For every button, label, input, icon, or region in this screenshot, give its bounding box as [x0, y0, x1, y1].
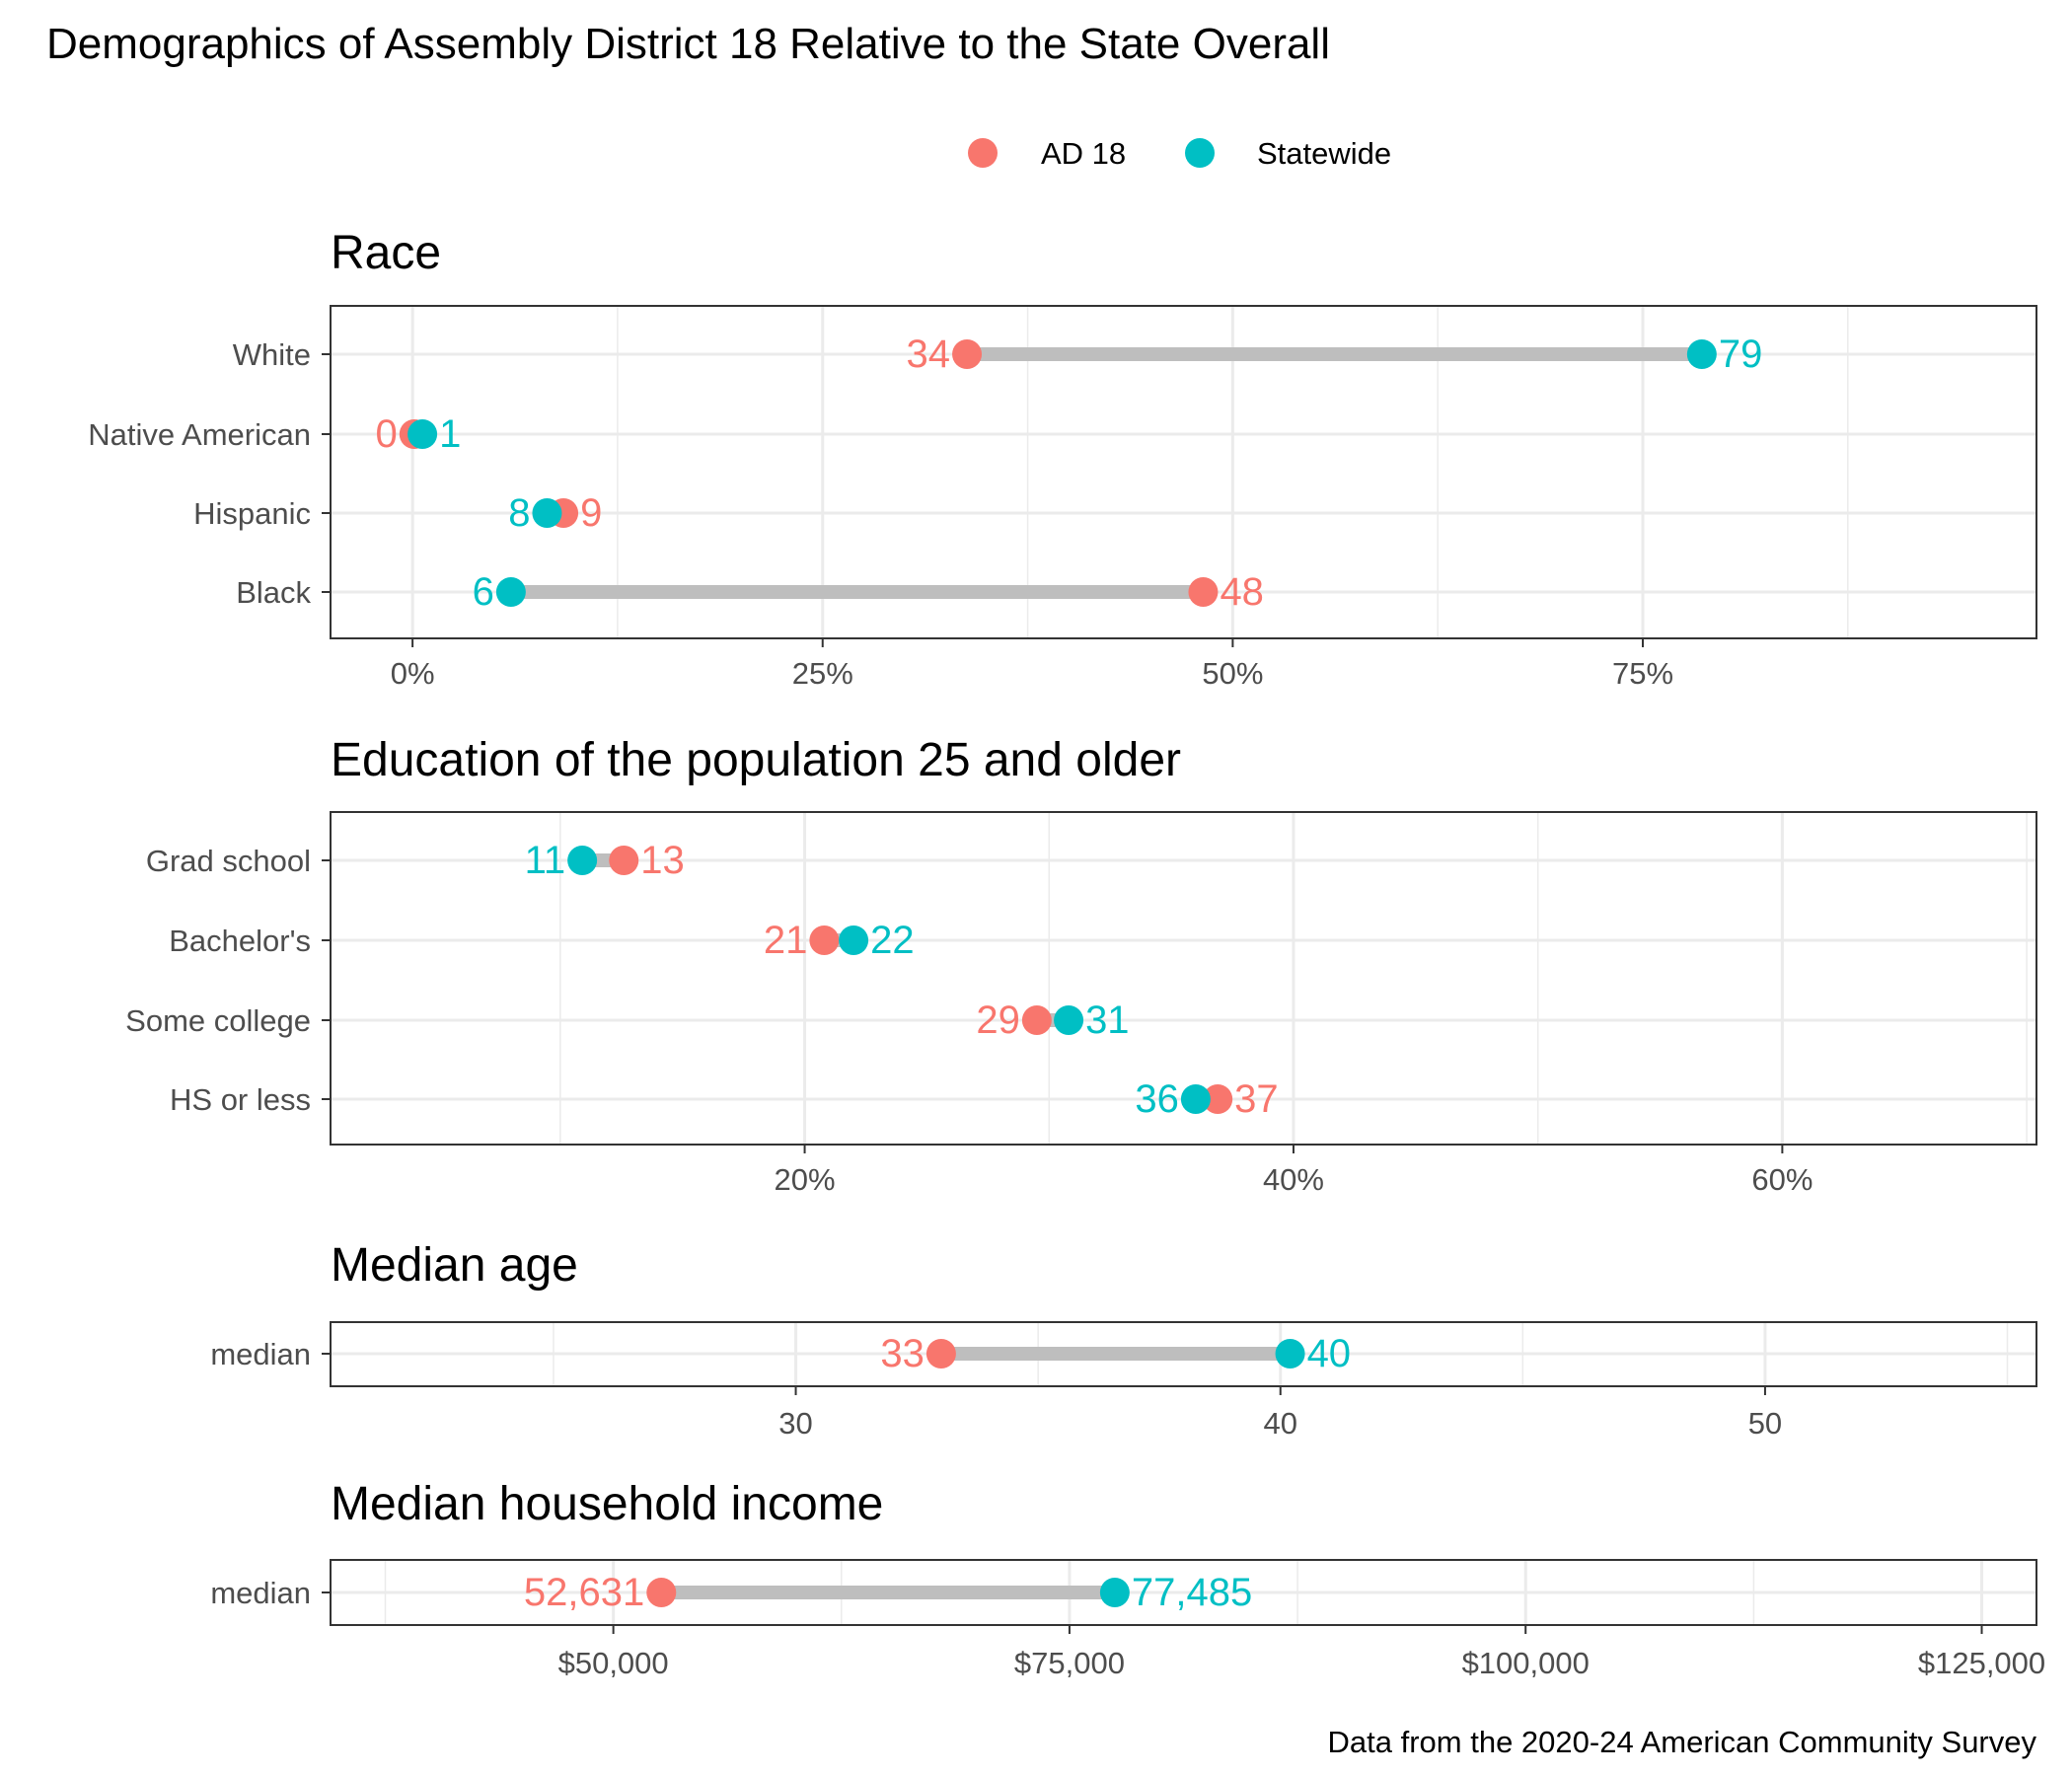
category-label: Grad school — [146, 844, 311, 878]
statewide-value-label: 36 — [1135, 1077, 1179, 1121]
statewide-value-label: 77,485 — [1132, 1571, 1252, 1614]
panel-border-3 — [330, 1559, 2037, 1626]
statewide-point — [1275, 1339, 1305, 1369]
category-label: Bachelor's — [169, 924, 311, 958]
district-value-label: 33 — [880, 1332, 925, 1375]
district-point — [646, 1578, 677, 1607]
district-value-label: 52,631 — [524, 1571, 644, 1614]
grid-1 — [331, 812, 2036, 1145]
district-value-label: 37 — [1234, 1077, 1279, 1121]
category-label: Native American — [88, 417, 311, 452]
category-label: White — [233, 337, 311, 372]
panel-title-0: Race — [331, 227, 441, 279]
district-value-label: 48 — [1220, 570, 1264, 614]
legend-label-0: AD 18 — [1041, 136, 1126, 171]
panel-border-1 — [330, 811, 2037, 1146]
panel-0: Race White Native American Hispanic Black 0% 2… — [88, 227, 2037, 691]
panel-1: Education of the population 25 and older… — [125, 734, 2037, 1197]
district-value-label: 21 — [764, 919, 808, 962]
chart-caption: Data from the 2020-24 American Community… — [1328, 1725, 2037, 1759]
statewide-value-label: 1 — [439, 412, 461, 456]
x-tick-label: $75,000 — [1014, 1646, 1125, 1680]
x-tick-label: 40 — [1263, 1406, 1296, 1441]
statewide-value-label: 6 — [473, 570, 494, 614]
panel-title-1: Education of the population 25 and older — [331, 734, 1181, 786]
x-tick-label: $100,000 — [1462, 1646, 1590, 1680]
district-point — [1021, 1005, 1052, 1035]
x-tick-label: 60% — [1751, 1162, 1813, 1197]
panel-3: Median household income median $50,000 $75,… — [210, 1478, 2045, 1680]
statewide-point — [1180, 1084, 1211, 1114]
legend-label-1: Statewide — [1257, 136, 1391, 171]
panel-border-2 — [330, 1321, 2037, 1387]
x-tick-label: 30 — [778, 1406, 812, 1441]
statewide-point — [495, 577, 526, 607]
district-value-label: 34 — [907, 333, 951, 376]
x-tick-label: 75% — [1612, 656, 1673, 691]
district-value-label: 0 — [376, 412, 398, 456]
district-point — [809, 925, 840, 955]
statewide-value-label: 79 — [1719, 333, 1763, 376]
category-label: median — [210, 1337, 311, 1371]
district-point — [952, 339, 983, 369]
panel-title-3: Median household income — [331, 1478, 883, 1530]
district-value-label: 9 — [580, 491, 602, 535]
panel-2: Median age median 30 40 50 33 40 — [210, 1239, 2037, 1441]
statewide-point — [1099, 1578, 1130, 1607]
x-tick-label: 40% — [1263, 1162, 1324, 1197]
category-label: Hispanic — [193, 496, 311, 531]
x-tick-label: 50% — [1202, 656, 1263, 691]
statewide-value-label: 11 — [525, 839, 566, 882]
statewide-point — [1054, 1005, 1084, 1035]
chart-title: Demographics of Assembly District 18 Rel… — [46, 20, 1330, 68]
x-tick-label: $50,000 — [558, 1646, 669, 1680]
district-value-label: 13 — [640, 839, 685, 882]
x-tick-label: 25% — [792, 656, 853, 691]
statewide-point — [567, 846, 598, 875]
district-point — [925, 1339, 956, 1369]
district-point — [1188, 577, 1219, 607]
statewide-value-label: 22 — [870, 919, 915, 962]
panel-bg-0 — [331, 306, 2036, 638]
x-tick-label: 20% — [775, 1162, 836, 1197]
district-point — [1203, 1084, 1233, 1114]
district-point — [609, 846, 639, 875]
statewide-value-label: 40 — [1307, 1332, 1352, 1375]
legend: AD 18 Statewide — [968, 136, 1391, 171]
district-value-label: 29 — [976, 999, 1020, 1042]
x-tick-label: 0% — [391, 656, 435, 691]
x-tick-label: 50 — [1748, 1406, 1782, 1441]
category-label: Black — [236, 575, 311, 610]
statewide-point — [1686, 339, 1717, 369]
category-label: median — [210, 1576, 311, 1610]
panel-border-0 — [330, 305, 2037, 639]
panels: Race White Native American Hispanic Black 0% 2… — [88, 227, 2045, 1680]
statewide-point — [407, 419, 438, 449]
legend-key-1 — [1185, 138, 1215, 168]
statewide-point — [839, 925, 869, 955]
panel-title-2: Median age — [331, 1239, 578, 1292]
legend-key-0 — [968, 138, 998, 168]
category-label: HS or less — [170, 1082, 311, 1117]
statewide-value-label: 8 — [508, 491, 530, 535]
statewide-value-label: 31 — [1085, 999, 1130, 1042]
statewide-point — [532, 498, 562, 528]
category-label: Some college — [125, 1003, 311, 1038]
x-tick-label: $125,000 — [1918, 1646, 2045, 1680]
